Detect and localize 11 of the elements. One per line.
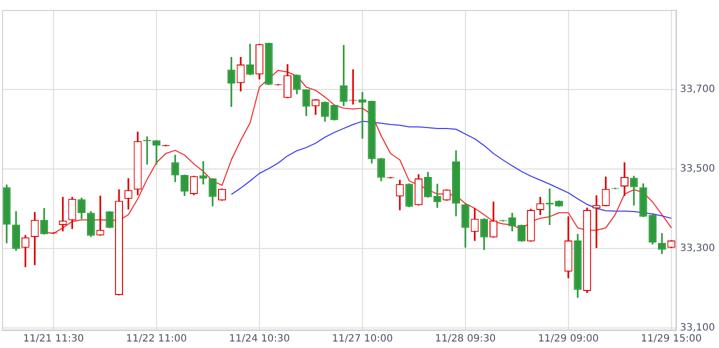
x-tick-label: 11/27 10:00 [332,334,393,345]
x-tick-label: 11/24 10:30 [229,334,290,345]
y-tick-label: 33,300 [680,243,716,254]
x-tick-label: 11/29 15:00 [640,334,702,345]
y-tick-label: 33,100 [680,322,716,334]
x-tick-label: 11/21 11:30 [23,334,84,345]
y-tick-label: 33,700 [680,84,716,96]
x-tick-label: 11/28 09:30 [434,334,496,345]
x-tick-label: 11/22 11:00 [126,334,187,345]
x-tick-label: 11/29 09:00 [538,334,599,345]
y-tick-label: 33,500 [680,164,716,175]
